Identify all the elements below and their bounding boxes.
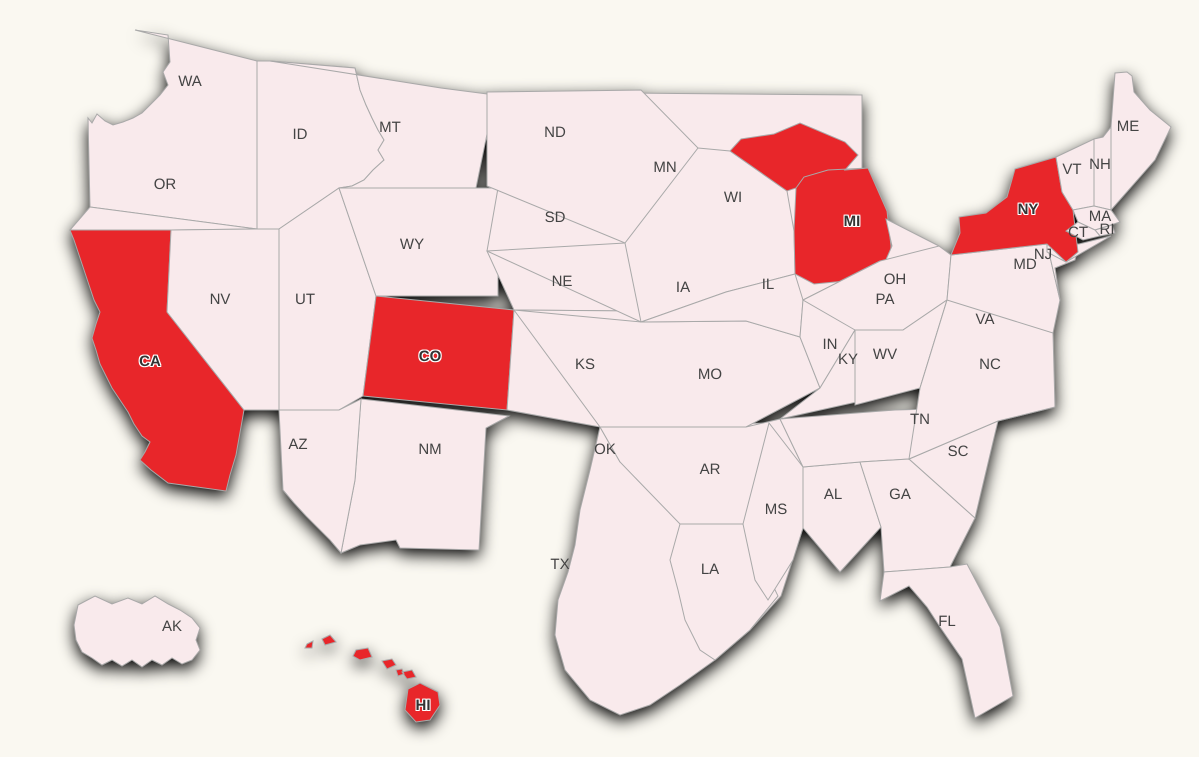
svg-text:MI: MI: [844, 213, 861, 230]
svg-text:CT: CT: [1068, 224, 1088, 241]
svg-text:TN: TN: [910, 411, 930, 428]
svg-text:AK: AK: [162, 618, 182, 635]
svg-text:WY: WY: [400, 236, 424, 253]
svg-text:VT: VT: [1062, 161, 1081, 178]
svg-text:OH: OH: [884, 271, 907, 288]
svg-text:TX: TX: [550, 556, 569, 573]
svg-text:ND: ND: [544, 124, 566, 141]
svg-text:CA: CA: [139, 353, 161, 370]
svg-text:SC: SC: [948, 443, 969, 460]
svg-text:IA: IA: [676, 279, 690, 296]
svg-text:NV: NV: [210, 291, 231, 308]
svg-text:GA: GA: [889, 486, 911, 503]
svg-text:RI: RI: [1100, 221, 1115, 238]
svg-text:VA: VA: [976, 311, 995, 328]
svg-text:NE: NE: [552, 273, 573, 290]
svg-text:IL: IL: [762, 276, 775, 293]
svg-text:NY: NY: [1018, 201, 1039, 218]
svg-text:NM: NM: [418, 441, 441, 458]
svg-text:AR: AR: [700, 461, 721, 478]
svg-text:WI: WI: [724, 189, 742, 206]
svg-text:WA: WA: [178, 73, 202, 90]
svg-text:NJ: NJ: [1034, 246, 1052, 263]
svg-text:MT: MT: [379, 119, 401, 136]
svg-text:UT: UT: [295, 291, 315, 308]
svg-text:CO: CO: [419, 348, 442, 365]
svg-text:IN: IN: [823, 336, 838, 353]
svg-text:FL: FL: [938, 613, 956, 630]
svg-text:NH: NH: [1089, 156, 1111, 173]
svg-text:OR: OR: [154, 176, 177, 193]
svg-text:HI: HI: [416, 697, 431, 714]
svg-text:KS: KS: [575, 356, 595, 373]
svg-text:OK: OK: [594, 441, 616, 458]
svg-text:WV: WV: [873, 346, 897, 363]
svg-text:ID: ID: [293, 126, 308, 143]
svg-text:LA: LA: [701, 561, 719, 578]
svg-text:MN: MN: [653, 159, 676, 176]
svg-text:SD: SD: [545, 209, 566, 226]
svg-text:MS: MS: [765, 501, 788, 518]
svg-text:KY: KY: [838, 351, 858, 368]
svg-text:AL: AL: [824, 486, 842, 503]
svg-text:NC: NC: [979, 356, 1001, 373]
svg-text:AZ: AZ: [288, 436, 307, 453]
svg-text:MO: MO: [698, 366, 722, 383]
svg-text:ME: ME: [1117, 118, 1140, 135]
svg-text:PA: PA: [876, 291, 895, 308]
